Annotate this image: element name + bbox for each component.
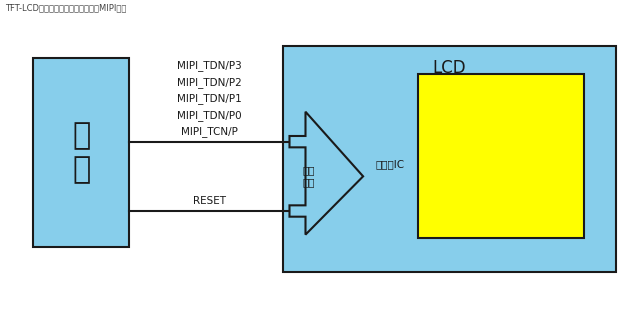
Text: MIPI_TDN/P2: MIPI_TDN/P2 (177, 77, 242, 88)
Text: 主
板: 主 板 (72, 121, 91, 184)
Bar (417, 74, 584, 238)
Text: 初始化IC: 初始化IC (376, 159, 405, 169)
Bar (33, 58, 129, 247)
Text: MIPI_TDN/P3: MIPI_TDN/P3 (177, 60, 242, 71)
Bar (283, 45, 616, 273)
Text: TFT-LCD彩色液晶顯示屏接口類型之MIPI接口: TFT-LCD彩色液晶顯示屏接口類型之MIPI接口 (5, 3, 126, 12)
Text: RESET: RESET (193, 196, 226, 206)
Text: MIPI_TCN/P: MIPI_TCN/P (181, 126, 238, 137)
Text: LCD: LCD (433, 59, 466, 77)
Text: MIPI_TDN/P0: MIPI_TDN/P0 (177, 110, 242, 121)
Text: 识别
指令: 识别 指令 (302, 166, 315, 187)
Polygon shape (289, 112, 363, 235)
Text: MIPI_TDN/P1: MIPI_TDN/P1 (177, 93, 242, 104)
